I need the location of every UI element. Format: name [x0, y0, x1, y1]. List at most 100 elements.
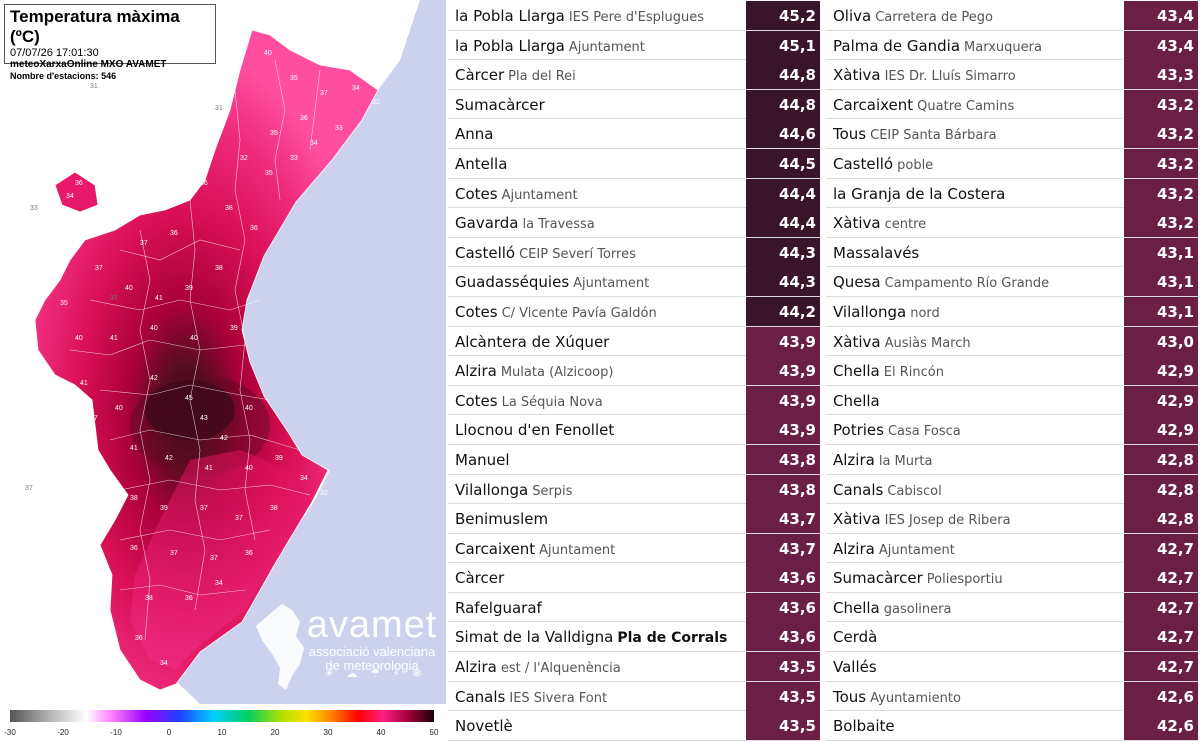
- station-temperature: 42,7: [1124, 652, 1198, 682]
- station-row: Càrcer Pla del Rei 44,8: [448, 60, 820, 90]
- map-timestamp: 07/07/26 17:01:30: [10, 47, 99, 59]
- avamet-logo: avamet associació valenciana de meteorol…: [298, 605, 446, 673]
- station-municipality: Canals: [455, 687, 506, 706]
- station-temperature: 43,0: [1124, 326, 1198, 356]
- station-name: Simat de la Valldigna Pla de Corrals: [455, 622, 727, 651]
- station-row: Massalavés 43,1: [826, 237, 1198, 268]
- station-name: Bolbaite: [833, 711, 895, 740]
- station-temperature: 42,7: [1124, 592, 1198, 622]
- svg-text:35: 35: [60, 300, 68, 307]
- svg-text:33: 33: [290, 155, 298, 162]
- station-name: Rafelguaraf: [455, 593, 542, 622]
- rain-icon: ☂: [370, 667, 380, 680]
- station-location: Cabiscol: [887, 483, 942, 499]
- station-name: Potries Casa Fosca: [833, 415, 961, 444]
- station-name: Antella: [455, 149, 507, 178]
- svg-text:36: 36: [135, 635, 143, 642]
- station-name: Quesa Campamento Río Grande: [833, 267, 1049, 296]
- station-row: Cerdà 42,7: [826, 622, 1198, 653]
- station-row: Manuel 43,8: [448, 444, 820, 475]
- station-location: Ausiàs March: [884, 335, 971, 351]
- svg-text:35: 35: [270, 130, 278, 137]
- svg-text:37: 37: [210, 555, 218, 562]
- scale-tick-label: -30: [4, 728, 16, 737]
- station-municipality: Cotes: [455, 302, 498, 321]
- station-name: Sumacàrcer: [455, 90, 545, 119]
- cloud-icon: ☁: [346, 667, 358, 680]
- svg-text:34: 34: [215, 580, 223, 587]
- station-location: CEIP Severí Torres: [519, 246, 636, 262]
- svg-text:39: 39: [160, 505, 168, 512]
- station-name: Alzira la Murta: [833, 445, 932, 474]
- station-location: la Murta: [878, 453, 933, 469]
- station-municipality: Benimuslem: [455, 510, 549, 529]
- station-row: Alzira est / l'Alquenència 43,5: [448, 652, 820, 682]
- station-temperature: 43,5: [746, 711, 820, 741]
- station-municipality: Alzira: [833, 539, 875, 558]
- svg-text:38: 38: [130, 495, 138, 502]
- station-municipality: Sumacàrcer: [833, 569, 923, 588]
- station-name: Vilallonga Serpis: [455, 475, 572, 504]
- station-temperature: 43,1: [1124, 237, 1198, 267]
- scale-tick-label: 50: [429, 728, 439, 737]
- station-temperature: 44,2: [746, 296, 820, 326]
- station-municipality: Anna: [455, 125, 494, 144]
- logo-name: avamet: [306, 604, 438, 646]
- station-name: Tous Ayuntamiento: [833, 682, 961, 711]
- svg-text:37: 37: [90, 415, 98, 422]
- station-row: Alzira Ajuntament 42,7: [826, 533, 1198, 564]
- station-temperature: 44,4: [746, 178, 820, 208]
- station-row: Cotes C/ Vicente Pavía Galdón 44,2: [448, 296, 820, 327]
- station-row: Guadasséquies Ajuntament 44,3: [448, 267, 820, 297]
- station-row: Carcaixent Quatre Camins 43,2: [826, 89, 1198, 120]
- station-row: Vilallonga Serpis 43,8: [448, 474, 820, 505]
- station-municipality: Canals: [833, 480, 884, 499]
- station-temperature: 43,4: [1124, 30, 1198, 60]
- logo-subtitle-1: associació valenciana: [308, 644, 436, 659]
- station-name: Benimuslem: [455, 504, 548, 533]
- station-name: Alcàntera de Xúquer: [455, 327, 609, 356]
- station-name: Carcaixent Quatre Camins: [833, 90, 1014, 119]
- svg-text:37: 37: [200, 505, 208, 512]
- svg-text:34: 34: [300, 475, 308, 482]
- station-location: C/ Vicente Pavía Galdón: [501, 305, 657, 321]
- station-location: IES Dr. Lluís Simarro: [884, 69, 1016, 85]
- station-municipality: Antella: [455, 154, 508, 173]
- station-temperature: 43,9: [746, 326, 820, 356]
- station-location: El Rincón: [883, 365, 944, 381]
- svg-text:40: 40: [245, 465, 253, 472]
- station-municipality: Oliva: [833, 7, 872, 25]
- station-location: la Travessa: [522, 217, 595, 233]
- station-name: Vilallonga nord: [833, 297, 940, 326]
- station-name: Càrcer: [455, 563, 504, 592]
- station-name: Anna: [455, 119, 493, 148]
- svg-text:31: 31: [215, 105, 223, 112]
- station-name: Xàtiva centre: [833, 208, 926, 237]
- svg-text:36: 36: [200, 180, 208, 187]
- station-temperature: 45,2: [746, 1, 820, 30]
- station-municipality: Novetlè: [455, 717, 513, 736]
- scale-tick-label: 20: [270, 728, 280, 737]
- station-row: Llocnou d'en Fenollet 43,9: [448, 415, 820, 445]
- station-temperature: 42,8: [1124, 444, 1198, 474]
- scale-tick-label: 40: [376, 728, 386, 737]
- storm-icon: ⚡: [392, 667, 401, 680]
- station-location: Casa Fosca: [887, 424, 961, 440]
- station-temperature: 43,2: [1124, 119, 1198, 149]
- station-municipality: Vilallonga: [455, 480, 529, 499]
- scale-tick-label: -20: [57, 728, 69, 737]
- station-labels: 40 35 37 34 32 36 35 32 35 33 34 33 36 38 36 36 37 3…: [60, 50, 380, 667]
- station-municipality: Tous: [833, 687, 867, 706]
- sea: [175, 0, 446, 704]
- svg-text:41: 41: [130, 445, 138, 452]
- scale-tick-label: 10: [217, 728, 227, 737]
- svg-text:40: 40: [115, 405, 123, 412]
- station-municipality: Rafelguaraf: [455, 598, 542, 617]
- svg-text:33: 33: [30, 205, 38, 212]
- station-name: Alzira Mulata (Alzicoop): [455, 356, 613, 385]
- station-municipality: Vallés: [833, 658, 877, 677]
- station-row: Alzira Mulata (Alzicoop) 43,9: [448, 356, 820, 386]
- station-municipality: Vilallonga: [833, 302, 907, 321]
- station-temperature: 43,5: [746, 681, 820, 711]
- station-row: la Pobla Llarga Ajuntament 45,1: [448, 30, 820, 61]
